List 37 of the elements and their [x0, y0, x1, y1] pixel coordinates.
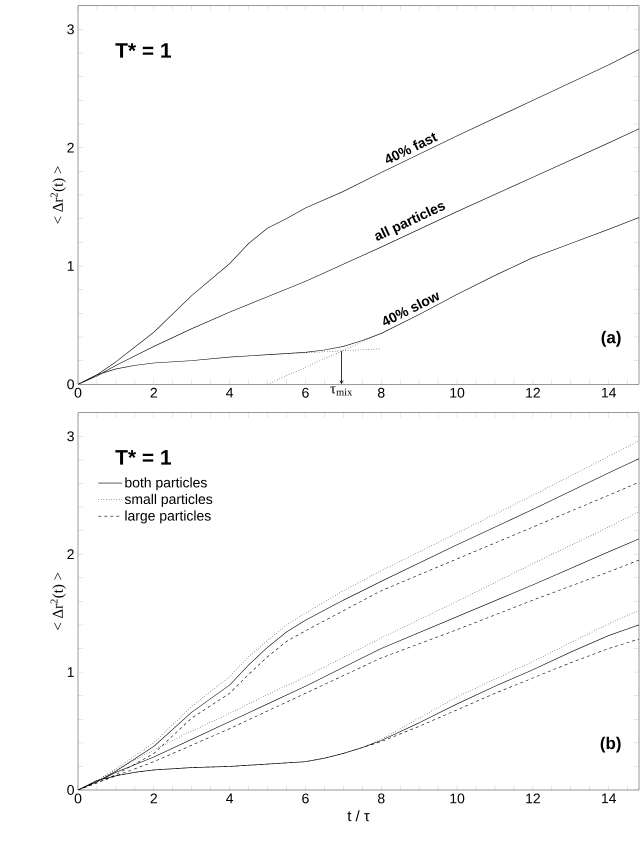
y-tick-label: 0	[67, 379, 74, 390]
x-tick-label: 10	[450, 794, 464, 804]
x-tick-label: 0	[74, 388, 82, 398]
x-tick-label: 14	[602, 794, 616, 804]
y-tick-label: 0	[67, 785, 74, 795]
y-axis-title: < Δr$^{2}$(t) >	[50, 166, 66, 224]
x-tick-label: 14	[602, 388, 616, 398]
x-tick-label: 6	[302, 388, 309, 398]
y-tick-label: 1	[68, 261, 74, 271]
x-tick-label: 8	[378, 794, 385, 804]
y-tick-label: 1	[68, 667, 74, 677]
legend-label: large particles	[125, 510, 211, 524]
x-tick-label: 6	[302, 794, 309, 804]
x-tick-label: 8	[378, 388, 385, 398]
x-axis-title: t / τ	[347, 810, 370, 822]
x-tick-label: 12	[526, 794, 540, 804]
x-tick-label: 2	[150, 794, 157, 804]
legend-label: small particles	[124, 494, 212, 507]
legend-label: both particles	[125, 477, 207, 490]
x-tick-label: 2	[150, 388, 157, 398]
annotation: T* = 1	[115, 43, 171, 58]
text: 40% slow	[383, 292, 440, 326]
y-tick-label: 3	[67, 431, 74, 442]
y-tick-label: 2	[67, 549, 74, 560]
x-tick-label: 10	[450, 388, 464, 398]
x-tick-label: 0	[74, 794, 82, 804]
x-tick-label: 4	[226, 794, 234, 804]
y-axis-title: < Δr$^{2}$(t) >	[50, 572, 66, 630]
y-tick-label: 2	[67, 142, 74, 153]
annotation: τ$_{mix}$	[330, 386, 352, 396]
x-tick-label: 4	[226, 388, 234, 398]
annotation: (b)	[600, 736, 621, 753]
annotation: (a)	[602, 330, 621, 347]
text: 40% fast	[386, 132, 438, 163]
x-tick-label: 12	[526, 388, 540, 398]
y-tick-label: 3	[67, 24, 74, 34]
annotation: T* = 1	[115, 450, 171, 465]
